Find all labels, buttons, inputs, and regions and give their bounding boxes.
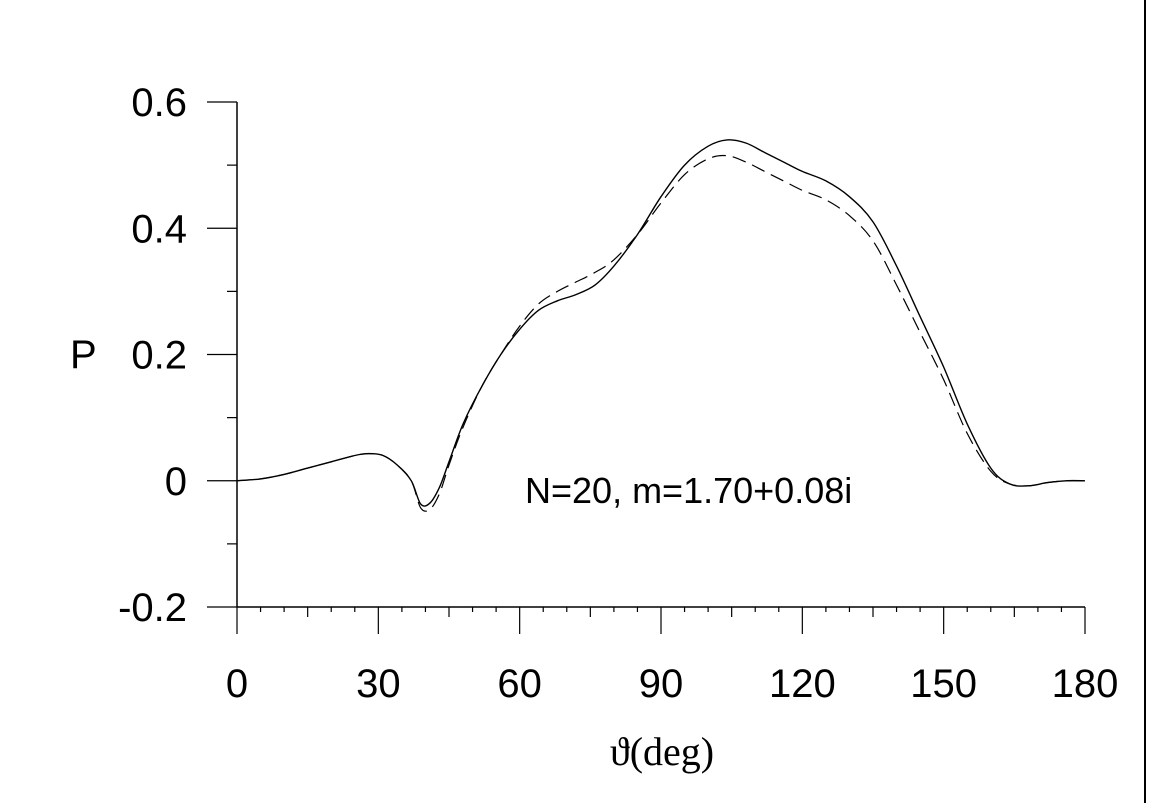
y-axis-label: P bbox=[70, 333, 97, 377]
series-solid-line bbox=[236, 139, 1086, 507]
series-layer bbox=[236, 139, 1086, 512]
y-tick-label: 0 bbox=[165, 460, 187, 504]
series-dashed-line bbox=[236, 154, 1086, 512]
x-tick-label: 30 bbox=[356, 662, 401, 706]
x-tick-label: 60 bbox=[497, 662, 542, 706]
x-tick-label: 0 bbox=[226, 662, 248, 706]
y-tick-label: 0.2 bbox=[131, 334, 187, 378]
y-tick-label: -0.2 bbox=[118, 586, 187, 630]
x-tick-label: 180 bbox=[1052, 662, 1119, 706]
axes: -0.2 0 0.2 0.4 0.6 0 30 60 90 120 150 180 bbox=[118, 81, 1118, 706]
y-tick-label: 0.4 bbox=[131, 207, 187, 251]
x-axis-label: ϑ(deg) bbox=[610, 729, 714, 774]
x-tick-label: 150 bbox=[910, 662, 977, 706]
chart-annotation: N=20, m=1.70+0.08i bbox=[525, 470, 852, 511]
x-tick-label: 120 bbox=[769, 662, 836, 706]
x-tick-label: 90 bbox=[639, 662, 684, 706]
y-tick-label: 0.6 bbox=[131, 81, 187, 125]
